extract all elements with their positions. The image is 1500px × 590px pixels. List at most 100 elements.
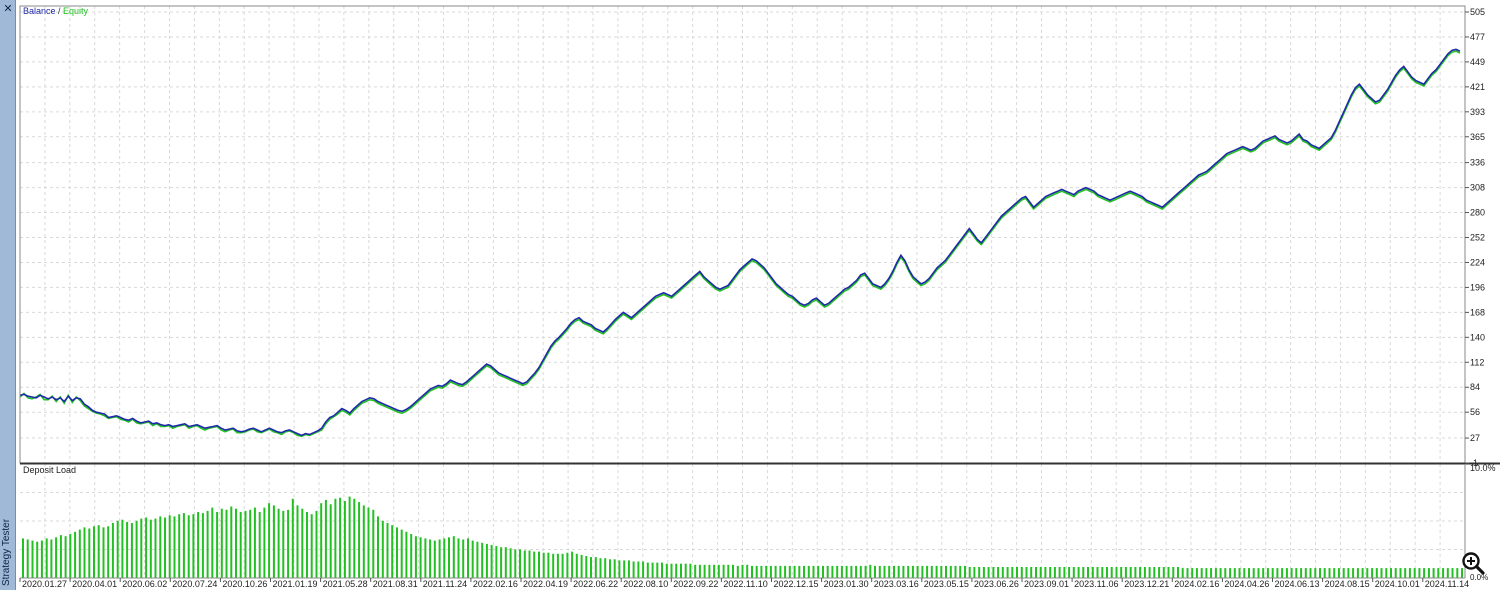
- deposit-load-bar: [1110, 567, 1113, 578]
- deposit-load-bar: [1257, 568, 1260, 578]
- x-tick-label: 2020.06.02: [122, 579, 167, 589]
- x-axis-ticks: 2020.01.27 2020.04.01 2020.06.02 2020.07.24…: [19, 578, 1469, 589]
- deposit-load-bar: [893, 565, 895, 578]
- deposit-load-bar: [187, 515, 190, 578]
- deposit-load-bar: [665, 563, 668, 578]
- deposit-load-title: Deposit Load: [23, 465, 76, 475]
- deposit-load-bar: [405, 531, 408, 578]
- deposit-load-bar: [372, 509, 375, 578]
- deposit-load-bar: [765, 565, 768, 578]
- x-tick-label: 2021.01.19: [273, 579, 318, 589]
- deposit-load-bar: [343, 501, 346, 578]
- deposit-load-bar: [40, 540, 43, 578]
- deposit-load-bar: [263, 507, 266, 578]
- deposit-load-bar: [495, 546, 498, 578]
- x-tick-label: 2023.03.16: [874, 579, 919, 589]
- deposit-load-bar: [1016, 567, 1018, 578]
- deposit-load-bar: [736, 565, 739, 578]
- deposit-load-bar: [1281, 568, 1284, 578]
- deposit-load-bar: [1214, 568, 1217, 578]
- x-tick-label: 2023.12.21: [1124, 579, 1169, 589]
- x-tick-label: 2020.04.01: [72, 579, 117, 589]
- deposit-load-bar: [1404, 568, 1407, 578]
- y-tick-label: 393: [1470, 107, 1485, 117]
- deposit-load-bar: [651, 562, 654, 578]
- y-tick-label: -1: [1470, 458, 1478, 468]
- deposit-load-bar: [874, 565, 876, 578]
- deposit-load-bar: [182, 513, 185, 578]
- deposit-load-bar: [1200, 568, 1203, 578]
- deposit-load-bar: [1006, 567, 1009, 578]
- deposit-load-bar: [945, 565, 947, 578]
- deposit-load-bar: [992, 567, 995, 578]
- deposit-load-bar: [1309, 568, 1312, 578]
- deposit-load-bar: [1295, 568, 1298, 578]
- deposit-load-max-label: 10.0%: [1470, 463, 1496, 473]
- deposit-load-bar: [627, 560, 630, 578]
- deposit-load-bar: [1328, 568, 1331, 578]
- deposit-load-bar: [1153, 567, 1156, 578]
- deposit-load-bar: [400, 529, 403, 578]
- deposit-load-bar: [1333, 568, 1336, 578]
- deposit-load-bar: [448, 537, 450, 578]
- deposit-load-bar: [902, 565, 905, 578]
- deposit-load-bar: [1394, 568, 1397, 578]
- deposit-load-bar: [987, 567, 990, 578]
- deposit-load-bar: [661, 562, 663, 578]
- deposit-load-bar: [637, 561, 640, 578]
- deposit-load-bar: [1167, 567, 1170, 578]
- deposit-load-bar: [812, 565, 815, 578]
- deposit-load-bar: [452, 536, 455, 578]
- deposit-load-bar: [315, 510, 318, 578]
- deposit-load-bar: [680, 563, 682, 578]
- deposit-load-bar: [788, 565, 791, 578]
- magnifier-plus-icon[interactable]: [1460, 550, 1486, 576]
- deposit-load-bar: [481, 542, 484, 578]
- x-tick-label: 2024.10.01: [1375, 579, 1420, 589]
- deposit-load-bar: [760, 565, 763, 578]
- y-tick-label: 140: [1470, 332, 1485, 342]
- deposit-load-bar: [1063, 567, 1066, 578]
- deposit-load-bar: [542, 552, 545, 578]
- legend-equity: Equity: [63, 6, 89, 16]
- deposit-load-bar: [751, 565, 753, 578]
- deposit-load-bar: [836, 565, 839, 578]
- deposit-load-bar: [168, 515, 171, 578]
- deposit-load-bar: [1456, 568, 1459, 578]
- deposit-load-bar: [1129, 567, 1132, 578]
- deposit-load-bar: [116, 520, 119, 578]
- deposit-load-bar: [433, 540, 436, 578]
- deposit-load-bar: [1030, 567, 1033, 578]
- deposit-load-bar: [878, 565, 881, 578]
- deposit-load-bar: [1342, 568, 1345, 578]
- deposit-load-bar: [864, 565, 867, 578]
- y-tick-label: 224: [1470, 257, 1485, 267]
- deposit-load-bar: [656, 562, 659, 578]
- deposit-load-bar: [476, 541, 479, 578]
- deposit-load-bar: [1375, 568, 1378, 578]
- deposit-load-bar: [1290, 568, 1293, 578]
- deposit-load-bar: [1347, 568, 1350, 578]
- deposit-load-bar: [855, 565, 858, 578]
- deposit-load-bar: [1058, 567, 1061, 578]
- y-tick-label: 308: [1470, 183, 1485, 193]
- y-tick-label: 252: [1470, 233, 1485, 243]
- deposit-load-bar: [462, 539, 465, 578]
- deposit-load-bar: [1427, 568, 1430, 578]
- x-tick-label: 2021.08.31: [373, 579, 418, 589]
- deposit-load-bar: [613, 559, 616, 578]
- deposit-load-bar: [22, 538, 24, 578]
- deposit-load-bars: [22, 496, 1463, 578]
- deposit-load-bar: [822, 565, 824, 578]
- deposit-load-bar: [201, 513, 204, 578]
- deposit-load-bar: [306, 512, 308, 578]
- deposit-load-bar: [1266, 568, 1269, 578]
- deposit-load-bar: [296, 505, 299, 578]
- deposit-load-bar: [1361, 568, 1364, 578]
- deposit-load-bar: [850, 565, 853, 578]
- deposit-load-bar: [1091, 567, 1094, 578]
- close-icon[interactable]: ✕: [3, 3, 13, 15]
- y-tick-label: 280: [1470, 208, 1485, 218]
- deposit-load-bar: [78, 529, 81, 578]
- deposit-load-bar: [580, 554, 583, 578]
